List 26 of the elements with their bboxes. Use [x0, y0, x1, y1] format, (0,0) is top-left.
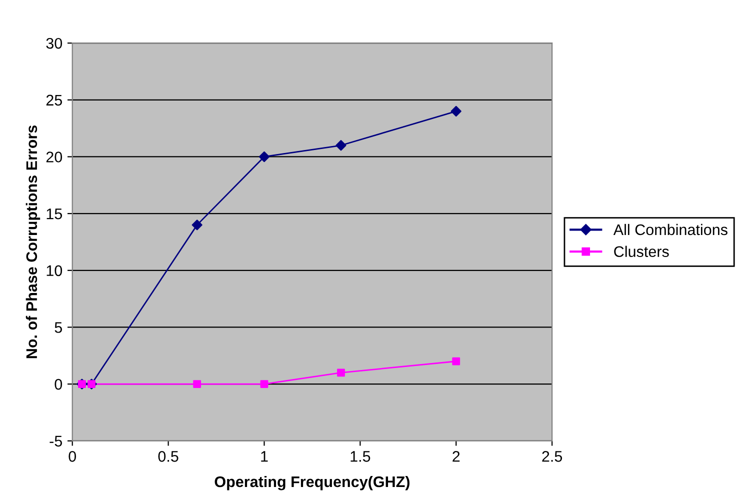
y-tick-label: 15 — [46, 208, 62, 220]
y-tick-label: 10 — [46, 265, 62, 276]
y-tick-label: -5 — [50, 436, 62, 447]
point — [192, 220, 202, 230]
x-tick-label: 0.5 — [158, 451, 178, 462]
point — [258, 151, 270, 162]
y-tick-label: 0 — [54, 378, 62, 390]
y-tick-label: 20 — [46, 152, 62, 162]
point — [452, 357, 460, 366]
legend-label: All Combinations — [613, 224, 728, 236]
y-axis-title: No. of Phase Corruptions Errors — [26, 125, 40, 358]
legend-label: Clusters — [614, 246, 669, 258]
x-tick-label: 0 — [68, 451, 76, 462]
point — [450, 106, 462, 117]
y-tick-label: 5 — [54, 322, 62, 333]
y-tick-label: 25 — [46, 94, 62, 106]
x-tick-label: 2 — [452, 451, 460, 462]
point — [336, 140, 346, 151]
y-tick-label: 30 — [46, 38, 62, 49]
x-tick-label: 1.5 — [350, 451, 370, 462]
x-axis-title: Operating Frequency(GHZ) — [214, 476, 410, 490]
x-tick-label: 1 — [261, 451, 268, 462]
x-tick-label: 2.5 — [542, 451, 562, 462]
point — [337, 368, 345, 377]
point — [260, 380, 268, 388]
point — [193, 380, 202, 388]
